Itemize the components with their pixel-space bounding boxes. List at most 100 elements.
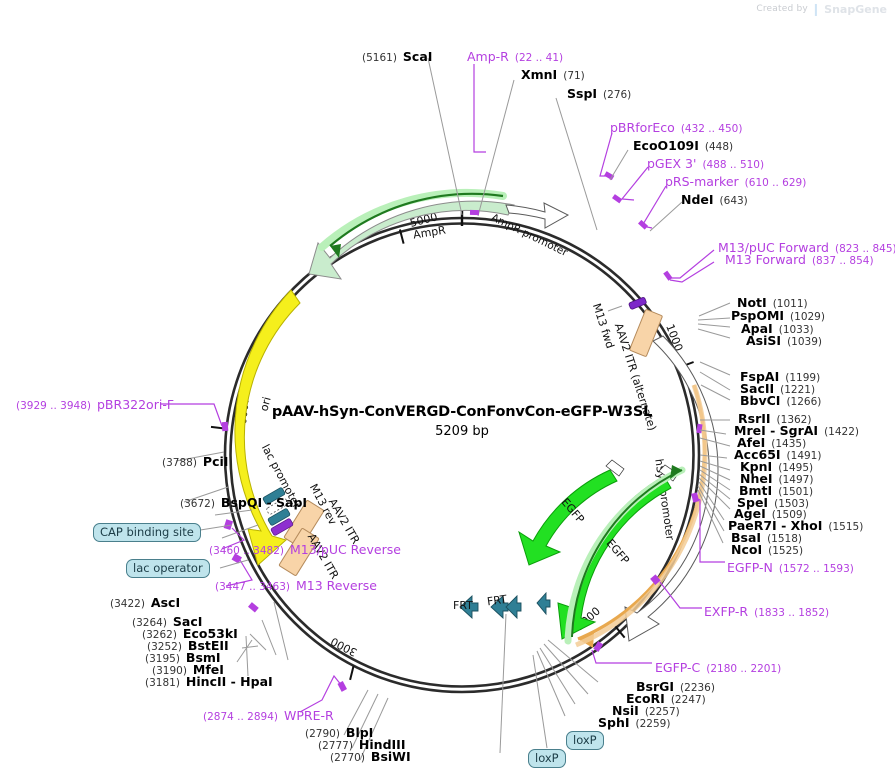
label-afei[interactable]: AfeI (1435) — [737, 435, 806, 450]
label-position: (643) — [719, 195, 748, 207]
label-m13-forward[interactable]: M13 Forward (837 .. 854) — [725, 252, 874, 267]
label-pcii[interactable]: (3788) PciI — [162, 454, 228, 469]
label-apai[interactable]: ApaI (1033) — [741, 321, 814, 336]
label-pgex3[interactable]: pGEX 3' (488 .. 510) — [647, 156, 764, 171]
label-mfei[interactable]: (3190) MfeI — [152, 662, 224, 677]
label-blpi[interactable]: (2790) BlpI — [305, 725, 373, 740]
label-paer7i-xhoi[interactable]: PaeR7I - XhoI (1515) — [728, 518, 863, 533]
label-ncoi[interactable]: NcoI (1525) — [731, 542, 803, 557]
label-xmni[interactable]: XmnI (71) — [521, 67, 585, 82]
feature-ori[interactable]: ori — [234, 289, 301, 566]
label-position: (1518) — [767, 533, 802, 545]
label-spei[interactable]: SpeI (1503) — [737, 495, 809, 510]
label-position: (3264) — [132, 617, 167, 629]
label-name: RsrII — [738, 411, 771, 426]
label-name: NheI — [740, 471, 773, 486]
label-name: M13/pUC Reverse — [290, 542, 401, 557]
label-asisi[interactable]: AsiSI (1039) — [746, 333, 822, 348]
label-name: SacI — [172, 614, 203, 629]
label-nsii[interactable]: NsiI (2257) — [612, 703, 680, 718]
tag-loxp-1[interactable]: loxP — [566, 731, 604, 750]
label-bsteii[interactable]: (3252) BstEII — [147, 638, 229, 653]
leader-lines-right — [659, 302, 731, 609]
label-scai[interactable]: (5161) ScaI — [362, 49, 432, 64]
tag-cap-binding-site[interactable]: CAP binding site — [93, 523, 201, 542]
label-range: (823 .. 845) — [834, 243, 895, 255]
label-amp-r[interactable]: Amp-R (22 .. 41) — [467, 49, 563, 64]
label-bsiwi[interactable]: (2770) BsiWI — [330, 749, 411, 764]
label-position: (3422) — [110, 598, 145, 610]
label-exfp-r[interactable]: EXFP-R (1833 .. 1852) — [704, 604, 829, 619]
label-name: MreI - SgrAI — [734, 423, 819, 438]
label-rsrii[interactable]: RsrII (1362) — [738, 411, 811, 426]
label-name: XmnI — [521, 67, 558, 82]
label-pbr322ori-f[interactable]: (3929 .. 3948) pBR322ori-F — [16, 397, 174, 412]
label-saci[interactable]: (3264) SacI — [132, 614, 202, 629]
label-sphi[interactable]: SphI (2259) — [598, 715, 670, 730]
feature-loxp-marker[interactable] — [536, 591, 551, 616]
label-m13-puc-forward[interactable]: M13/pUC Forward (823 .. 845) — [718, 240, 895, 255]
label-name: ApaI — [741, 321, 773, 336]
label-agei[interactable]: AgeI (1509) — [734, 506, 807, 521]
label-name: NdeI — [681, 192, 714, 207]
label-position: (276) — [603, 89, 632, 101]
label-bsmi[interactable]: (3195) BsmI — [145, 650, 221, 665]
label-mrei-sgrai[interactable]: MreI - SgrAI (1422) — [734, 423, 859, 438]
label-egfp-n[interactable]: EGFP-N (1572 .. 1593) — [727, 560, 854, 575]
label-sspi[interactable]: SspI (276) — [567, 86, 631, 101]
label-bbvci[interactable]: BbvCI (1266) — [740, 393, 821, 408]
label-prs-marker[interactable]: pRS-marker (610 .. 629) — [665, 174, 806, 189]
feature-frt-2[interactable] — [490, 594, 522, 620]
watermark-brand: SnapGene — [824, 2, 887, 16]
label-position: (1525) — [768, 545, 804, 557]
tag-lac-operator[interactable]: lac operator — [126, 559, 210, 578]
label-bspqi-sapi[interactable]: (3672) BspQI - SapI — [180, 495, 307, 510]
label-bsrgi[interactable]: BsrGI (2236) — [636, 679, 715, 694]
tag-loxp-2[interactable]: loxP — [528, 749, 566, 768]
label-position: (1033) — [778, 324, 814, 336]
label-egfp-c[interactable]: EGFP-C (2180 .. 2201) — [655, 660, 781, 675]
leader-lines-top-right — [599, 132, 715, 283]
label-name: BsrGI — [636, 679, 675, 694]
label-name: AfeI — [737, 435, 766, 450]
label-pspomi[interactable]: PspOMI (1029) — [731, 308, 825, 323]
label-name: Acc65I — [734, 447, 781, 462]
label-hincii-hpai[interactable]: (3181) HincII - HpaI — [145, 674, 273, 689]
label-acc65i[interactable]: Acc65I (1491) — [734, 447, 821, 462]
label-name: SacII — [740, 381, 775, 396]
label-nhei[interactable]: NheI (1497) — [740, 471, 813, 486]
label-ecoo109i[interactable]: EcoO109I (448) — [633, 138, 733, 153]
label-name: MfeI — [192, 662, 224, 677]
leader-lines-top-left — [427, 57, 598, 231]
label-fspai[interactable]: FspAI (1199) — [740, 369, 820, 384]
label-name: EcoO109I — [633, 138, 699, 153]
label-ndei[interactable]: NdeI (643) — [681, 192, 748, 207]
label-position: (1501) — [778, 486, 814, 498]
label-wpre-r[interactable]: (2874 .. 2894) WPRE-R — [203, 708, 334, 723]
label-name: SspI — [567, 86, 598, 101]
label-pbrforeco[interactable]: pBRforEco (432 .. 450) — [610, 120, 742, 135]
label-bmti[interactable]: BmtI (1501) — [739, 483, 813, 498]
label-range: (2180 .. 2201) — [706, 663, 782, 675]
label-m13-reverse[interactable]: (3447 .. 3463) M13 Reverse — [215, 578, 377, 593]
label-m13-puc-reverse[interactable]: (3460 .. 3482) M13/pUC Reverse — [209, 542, 401, 557]
label-position: (2259) — [635, 718, 671, 730]
label-range: (1833 .. 1852) — [754, 607, 830, 619]
label-noti[interactable]: NotI (1011) — [737, 295, 808, 310]
leader-lines-left — [160, 403, 253, 587]
label-position: (3195) — [145, 653, 180, 665]
label-name: EcoRI — [626, 691, 665, 706]
label-name: FspAI — [740, 369, 780, 384]
label-name: SpeI — [737, 495, 769, 510]
feature-frt-1[interactable] — [459, 594, 479, 620]
label-kpni[interactable]: KpnI (1495) — [740, 459, 813, 474]
label-position: (1497) — [778, 474, 814, 486]
label-hindiii[interactable]: (2777) HindIII — [318, 737, 405, 752]
label-eco53ki[interactable]: (3262) Eco53kI — [142, 626, 238, 641]
label-ecori[interactable]: EcoRI (2247) — [626, 691, 706, 706]
feature-ampr[interactable]: AmpR — [308, 188, 515, 280]
label-asci[interactable]: (3422) AscI — [110, 595, 180, 610]
label-sacii[interactable]: SacII (1221) — [740, 381, 815, 396]
label-bsai[interactable]: BsaI (1518) — [731, 530, 802, 545]
label-name: BsaI — [731, 530, 762, 545]
